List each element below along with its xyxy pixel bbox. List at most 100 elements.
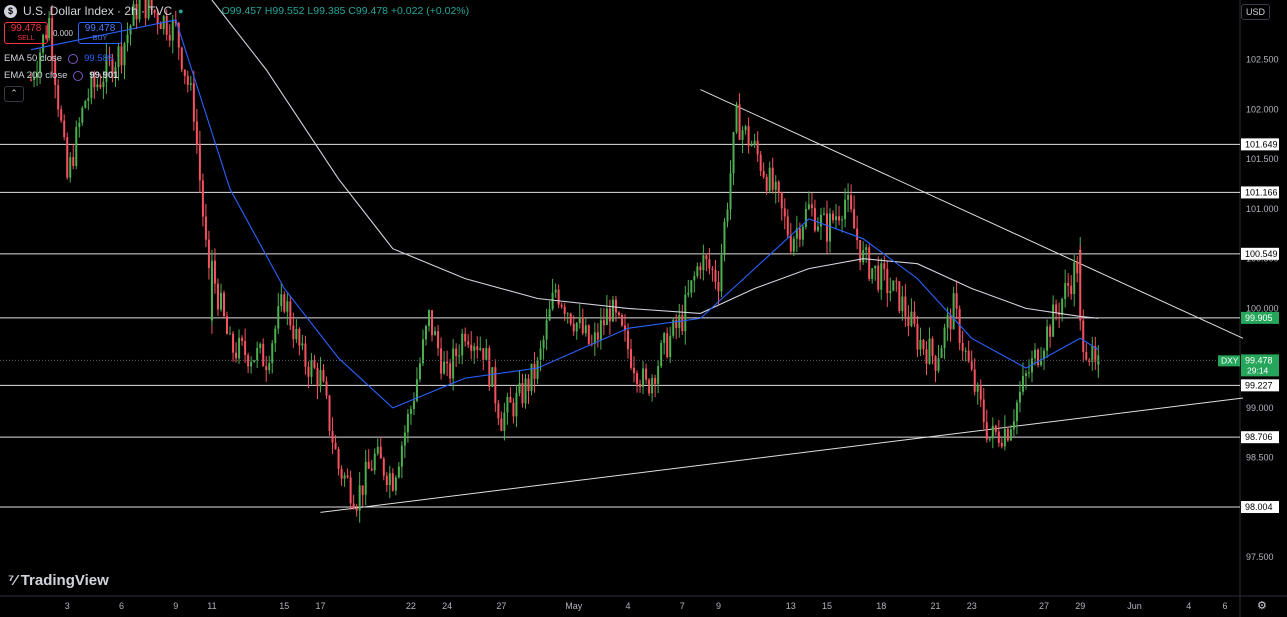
candle-body — [262, 343, 265, 367]
candle-body — [1055, 304, 1058, 313]
candle-body — [801, 226, 804, 240]
currency-button[interactable]: USD — [1241, 4, 1271, 20]
candle-body — [946, 315, 949, 328]
candle-body — [295, 329, 298, 340]
candle-body — [259, 343, 262, 349]
candle-body — [334, 442, 337, 450]
candle-body — [425, 326, 427, 340]
candle-body — [521, 383, 524, 404]
candle-body — [985, 422, 988, 440]
candle-body — [548, 309, 551, 321]
candle-body — [1043, 350, 1046, 360]
candle-body — [768, 167, 771, 191]
candle-body — [657, 366, 660, 384]
candle-body — [48, 17, 51, 39]
candle-body — [524, 378, 527, 404]
candle-body — [919, 340, 922, 350]
sell-price: 99.478 — [10, 23, 42, 34]
trend-line-descending-resistance[interactable] — [700, 89, 1244, 339]
symbol-title[interactable]: U.S. Dollar Index · 2h · TVC — [23, 4, 173, 18]
candle-body — [572, 323, 575, 332]
candle-body — [810, 204, 813, 209]
sell-button[interactable]: 99.478 SELL — [4, 22, 48, 44]
trend-line-ascending-support[interactable] — [320, 397, 1244, 513]
candle-body — [1067, 283, 1070, 286]
candle-body — [850, 195, 853, 210]
indicator-ema200[interactable]: EMA 200 close 99.901 — [4, 70, 118, 81]
x-tick-label: 13 — [786, 601, 796, 611]
indicator-value: 99.585 — [84, 53, 114, 64]
candle-body — [617, 312, 620, 315]
candle-body — [467, 341, 470, 345]
candle-body — [705, 255, 708, 260]
candle-body — [1018, 391, 1021, 403]
candle-body — [322, 370, 325, 382]
candle-body — [741, 130, 744, 140]
last-price-label: 99.478 — [1245, 355, 1273, 365]
candle-body — [886, 268, 889, 294]
candle-body — [970, 361, 973, 370]
candle-body — [560, 304, 563, 307]
candle-body — [964, 350, 967, 352]
candle-body — [325, 381, 328, 396]
candle-body — [274, 328, 277, 344]
candle-body — [696, 266, 699, 277]
candle-body — [319, 370, 322, 387]
chevron-up-icon[interactable]: ⌃ — [4, 86, 24, 102]
candle-body — [729, 173, 732, 210]
candle-body — [485, 348, 488, 360]
candle-body — [856, 228, 859, 241]
candle-body — [991, 425, 994, 439]
candle-body — [982, 399, 985, 423]
gear-icon[interactable]: ⚙ — [1257, 600, 1267, 612]
candle-body — [693, 276, 696, 281]
level-tag — [1241, 138, 1279, 151]
candle-body — [78, 122, 81, 128]
candle-body — [280, 294, 283, 307]
candle-body — [503, 412, 506, 431]
candle-body — [880, 263, 883, 290]
indicator-settings-icon[interactable] — [73, 70, 84, 81]
candle-body — [581, 317, 584, 334]
candle-body — [636, 373, 639, 384]
candle-body — [578, 317, 581, 324]
x-tick-label: 6 — [1222, 601, 1227, 611]
candle-body — [765, 176, 768, 191]
candle-body — [111, 58, 114, 78]
candle-body — [1091, 346, 1094, 363]
candle-body — [210, 260, 213, 292]
candle-body — [798, 228, 801, 240]
candle-body — [976, 385, 979, 392]
candle-body — [458, 355, 461, 357]
candle-body — [482, 348, 485, 360]
buy-button[interactable]: 99.478 BUY — [78, 22, 122, 44]
tv-mark-icon: ⁷⁄ — [8, 572, 17, 589]
indicator-settings-icon[interactable] — [68, 53, 79, 64]
y-tick-label: 98.500 — [1246, 453, 1274, 463]
candle-body — [681, 314, 684, 332]
candle-body — [171, 19, 174, 41]
candle-body — [397, 466, 400, 478]
y-tick-label: 102.000 — [1246, 104, 1279, 114]
candle-body — [777, 181, 780, 193]
candle-body — [660, 342, 663, 367]
x-tick-label: 18 — [876, 601, 886, 611]
indicator-ema50[interactable]: EMA 50 close 99.585 — [4, 53, 113, 64]
candle-body — [955, 293, 958, 309]
candle-body — [630, 349, 633, 368]
candle-body — [385, 475, 388, 486]
candle-body — [717, 281, 720, 292]
y-tick-label: 102.500 — [1246, 55, 1279, 65]
candle-body — [183, 69, 186, 76]
candle-body — [195, 121, 198, 145]
candle-body — [901, 296, 904, 312]
x-tick-label: 21 — [931, 601, 941, 611]
candle-body — [584, 325, 587, 334]
candle-body — [135, 3, 138, 20]
candle-body — [1079, 283, 1082, 321]
candle-body — [244, 341, 247, 356]
candle-body — [1094, 346, 1097, 362]
candle-body — [651, 378, 654, 394]
candle-body — [1046, 326, 1049, 351]
